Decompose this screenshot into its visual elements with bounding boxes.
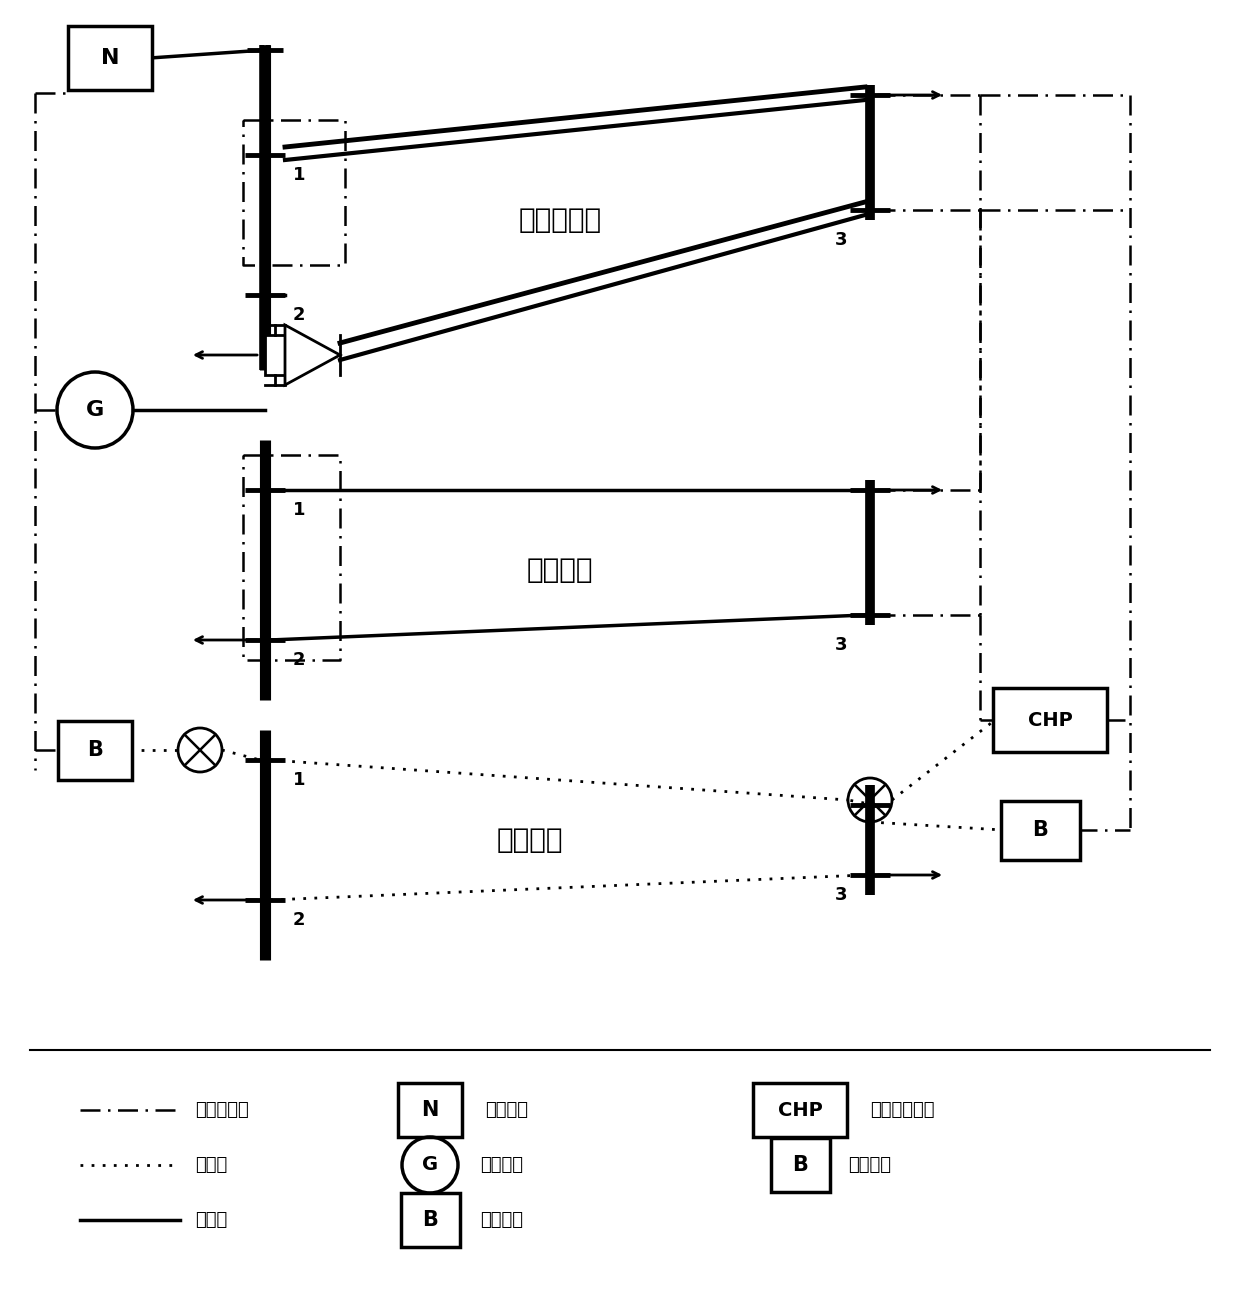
Text: 1: 1	[293, 165, 305, 184]
Text: 热力网络: 热力网络	[497, 826, 563, 853]
Text: 1: 1	[293, 771, 305, 789]
Text: 1: 1	[293, 502, 305, 519]
Text: 2: 2	[293, 306, 305, 324]
Text: B: B	[1032, 821, 1048, 840]
Text: CHP: CHP	[777, 1100, 822, 1120]
Text: 3: 3	[835, 886, 847, 903]
Text: 外部电网: 外部电网	[485, 1102, 528, 1119]
Text: 燃气锅炉: 燃气锅炉	[848, 1155, 892, 1174]
Text: 天然气能量: 天然气能量	[195, 1102, 249, 1119]
Text: 电能量: 电能量	[195, 1211, 227, 1229]
Text: G: G	[86, 400, 104, 420]
Text: 3: 3	[835, 231, 847, 249]
Text: B: B	[87, 741, 103, 760]
FancyBboxPatch shape	[401, 1194, 460, 1247]
FancyBboxPatch shape	[58, 721, 131, 780]
Polygon shape	[265, 335, 285, 376]
Text: CHP: CHP	[1028, 710, 1073, 730]
Text: 热能量: 热能量	[195, 1155, 227, 1174]
Text: 3: 3	[835, 635, 847, 654]
Text: B: B	[422, 1211, 438, 1230]
FancyBboxPatch shape	[1001, 801, 1080, 860]
Text: 2: 2	[293, 911, 305, 930]
Text: 电力网络: 电力网络	[527, 555, 593, 584]
FancyBboxPatch shape	[398, 1083, 463, 1137]
Polygon shape	[285, 326, 340, 385]
Text: 天然气网络: 天然气网络	[518, 206, 601, 234]
FancyBboxPatch shape	[770, 1138, 830, 1192]
Text: 燃气轮机: 燃气轮机	[480, 1155, 523, 1174]
Text: 燃气锅炉: 燃气锅炉	[480, 1211, 523, 1229]
Text: N: N	[422, 1100, 439, 1120]
Text: G: G	[422, 1155, 438, 1175]
FancyBboxPatch shape	[993, 688, 1107, 752]
Text: N: N	[100, 49, 119, 68]
FancyBboxPatch shape	[753, 1083, 847, 1137]
Text: B: B	[792, 1155, 808, 1175]
Text: 2: 2	[293, 651, 305, 670]
Text: 热电联产机组: 热电联产机组	[870, 1102, 935, 1119]
FancyBboxPatch shape	[68, 26, 153, 91]
